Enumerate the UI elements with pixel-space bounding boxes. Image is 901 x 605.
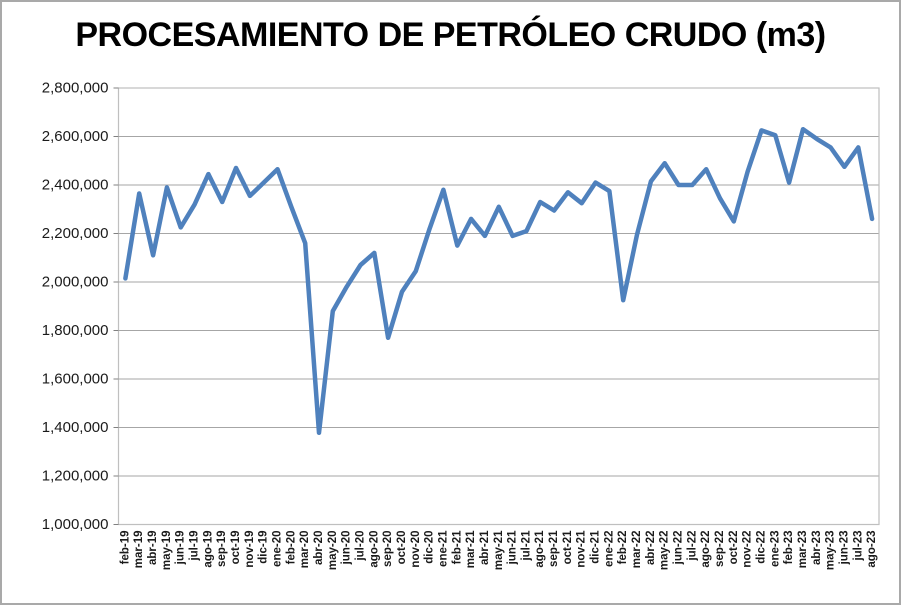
x-axis-label: ago-21 bbox=[534, 530, 546, 568]
x-axis-label: feb-23 bbox=[783, 531, 795, 565]
x-axis-label: ago-22 bbox=[700, 531, 712, 568]
x-axis-label: oct-22 bbox=[728, 531, 740, 565]
y-axis-label: 2,000,000 bbox=[42, 274, 109, 291]
x-axis-label: feb-21 bbox=[451, 530, 463, 564]
x-axis-label: mar-20 bbox=[299, 531, 311, 569]
x-axis-label: nov-21 bbox=[576, 530, 588, 568]
data-series-line bbox=[123, 126, 875, 436]
plot-border bbox=[117, 87, 880, 526]
x-axis-label: oct-21 bbox=[562, 530, 574, 564]
x-axis-label: sep-22 bbox=[714, 531, 726, 567]
x-axis-label: ene-20 bbox=[272, 531, 284, 567]
x-axis-label: ene-21 bbox=[437, 530, 449, 567]
y-axis-label: 2,400,000 bbox=[42, 177, 109, 194]
x-axis-label: jul-19 bbox=[189, 531, 201, 562]
x-axis-label: sep-20 bbox=[382, 531, 394, 567]
x-axis-label: jul-23 bbox=[852, 531, 864, 562]
x-axis-label: may-19 bbox=[161, 531, 173, 571]
x-axis-label: dic-22 bbox=[755, 531, 767, 564]
x-axis-label: ene-22 bbox=[603, 531, 615, 567]
x-axis-label: abr-19 bbox=[147, 531, 159, 566]
x-axis-label: abr-20 bbox=[313, 531, 325, 566]
x-axis-label: jun-22 bbox=[673, 531, 685, 566]
x-axis-label: may-20 bbox=[327, 531, 339, 571]
plot-area-frame bbox=[117, 87, 880, 526]
x-axis-label: sep-19 bbox=[216, 531, 228, 567]
x-axis-label: ago-19 bbox=[202, 531, 214, 568]
y-axis-label: 1,600,000 bbox=[42, 371, 109, 388]
x-axis-label: ago-23 bbox=[866, 531, 878, 568]
x-axis-label: mar-22 bbox=[631, 531, 643, 569]
x-axis-label: mar-23 bbox=[797, 531, 809, 569]
chart-title: PROCESAMIENTO DE PETRÓLEO CRUDO (m3) bbox=[75, 16, 826, 54]
x-axis-label: abr-23 bbox=[811, 531, 823, 566]
x-axis-label: oct-19 bbox=[230, 531, 242, 565]
crude-oil-processing-line bbox=[123, 126, 875, 436]
x-axis-label: ene-23 bbox=[769, 531, 781, 567]
y-axis-labels: 2,800,000 2,600,000 2,400,000 2,200,000 2,00… bbox=[42, 80, 109, 534]
x-axis-label: jun-20 bbox=[341, 531, 353, 566]
x-axis-label: sep-21 bbox=[548, 530, 560, 567]
x-axis-label: jun-19 bbox=[175, 531, 187, 566]
x-axis-label: may-21 bbox=[493, 530, 505, 570]
x-axis-label: jul-22 bbox=[686, 531, 698, 562]
x-axis-label: abr-22 bbox=[645, 531, 657, 566]
y-axis-label: 1,800,000 bbox=[42, 322, 109, 339]
x-axis-label: nov-20 bbox=[410, 531, 422, 568]
y-axis-label: 1,200,000 bbox=[42, 468, 109, 485]
y-axis-label: 2,800,000 bbox=[42, 80, 109, 97]
x-axis-label: dic-19 bbox=[258, 531, 270, 564]
x-axis-label: may-23 bbox=[825, 531, 837, 571]
x-axis-label: jun-21 bbox=[507, 530, 519, 565]
x-axis-label: mar-19 bbox=[133, 531, 145, 569]
x-axis-label: abr-21 bbox=[479, 530, 491, 565]
x-axis-label: jul-21 bbox=[520, 530, 532, 562]
x-axis-label: feb-19 bbox=[119, 531, 131, 565]
y-axis-label: 1,000,000 bbox=[42, 516, 109, 533]
x-axis-label: feb-20 bbox=[285, 531, 297, 565]
y-axis-ticks bbox=[113, 87, 119, 525]
x-axis-label: may-22 bbox=[659, 531, 671, 571]
y-axis-label: 1,400,000 bbox=[42, 419, 109, 436]
x-axis-label: dic-21 bbox=[590, 530, 602, 564]
y-axis-label: 2,200,000 bbox=[42, 225, 109, 242]
x-axis-label: nov-19 bbox=[244, 531, 256, 568]
x-axis-label: dic-20 bbox=[424, 531, 436, 564]
x-axis-label: nov-22 bbox=[742, 531, 754, 568]
x-axis-label: oct-20 bbox=[396, 531, 408, 565]
x-axis-label: jul-20 bbox=[354, 531, 366, 562]
x-axis-label: mar-21 bbox=[465, 530, 477, 568]
gridlines bbox=[118, 87, 879, 525]
x-axis-label: ago-20 bbox=[368, 531, 380, 568]
x-axis-label: feb-22 bbox=[617, 531, 629, 565]
y-axis-label: 2,600,000 bbox=[42, 128, 109, 145]
x-axis-labels: feb-19 mar-19 abr-19 may-19 jun-19 jul-19 ago-… bbox=[119, 530, 878, 570]
x-axis-label: jun-23 bbox=[838, 531, 850, 566]
